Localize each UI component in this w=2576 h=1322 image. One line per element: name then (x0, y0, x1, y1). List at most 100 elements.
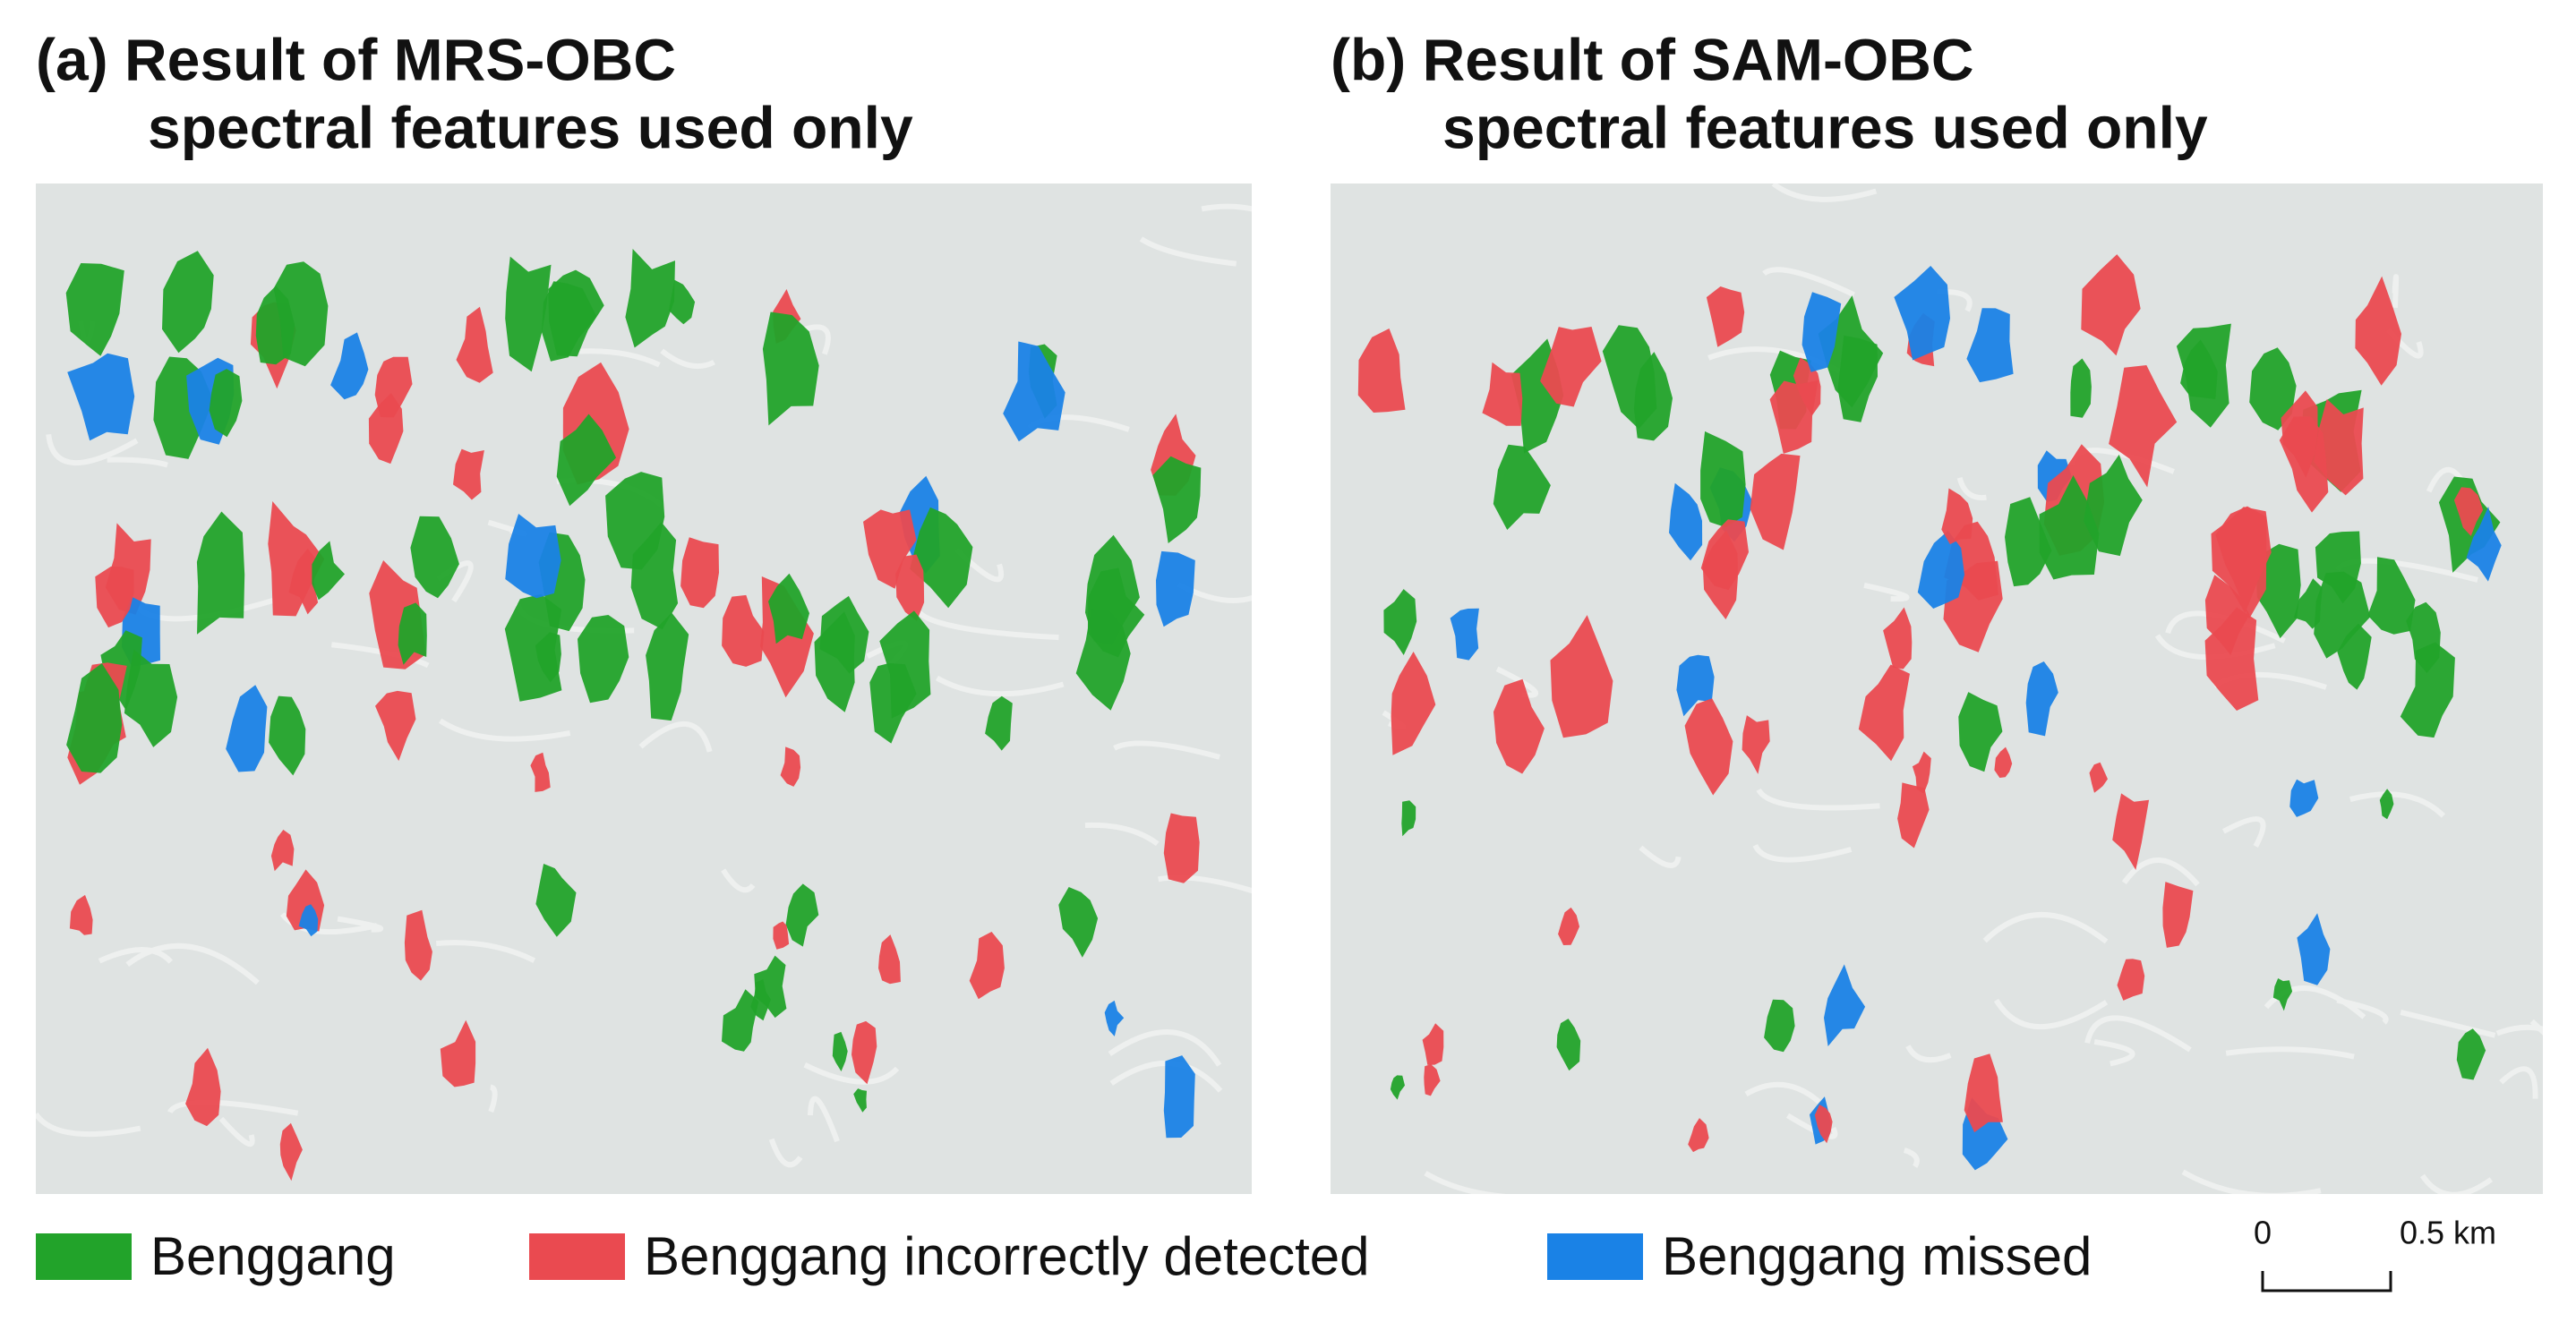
map-region (2070, 358, 2092, 418)
legend-swatch (1547, 1233, 1643, 1280)
map-region (505, 514, 561, 599)
map-region (2162, 882, 2194, 948)
terrain-line (337, 916, 384, 933)
map-region (226, 685, 268, 772)
terrain-line (36, 1112, 141, 1138)
scale-label: 0.5 km (2400, 1215, 2496, 1251)
map-region (2255, 543, 2301, 639)
map-region (1700, 431, 1746, 528)
map-region (2180, 339, 2218, 399)
terrain-line (1956, 476, 1987, 501)
map-region (1824, 964, 1866, 1046)
map-region (2005, 497, 2052, 587)
map-region (368, 393, 404, 465)
map-region (1163, 1055, 1195, 1139)
terrain-line (578, 348, 661, 368)
map-region (312, 541, 345, 601)
legend-label: Benggang missed (1662, 1226, 2092, 1286)
map-region (1801, 292, 1842, 372)
map-region (1700, 519, 1749, 591)
map-region (2297, 913, 2331, 985)
terrain-line (2499, 1066, 2538, 1099)
map-region (404, 909, 432, 981)
map-region (67, 353, 135, 441)
terrain-line (46, 433, 139, 466)
terrain-line (1905, 1045, 1952, 1063)
map-region (375, 690, 416, 762)
map-region (410, 516, 459, 599)
terrain-line (2392, 274, 2400, 309)
map-region (95, 566, 134, 628)
terrain-line (2420, 1173, 2494, 1194)
terrain-line (1762, 267, 1855, 297)
scale-label: 0 (2254, 1215, 2272, 1251)
map-region (196, 511, 245, 635)
map-region (2204, 575, 2250, 655)
map-region (1706, 286, 1745, 347)
terrain-line (803, 1062, 900, 1085)
terrain-line (98, 947, 174, 964)
map-region (1450, 608, 1479, 661)
map-region (1917, 530, 1964, 609)
terrain-line (1752, 843, 1853, 863)
map-region (2089, 762, 2108, 793)
map-region (1163, 813, 1200, 883)
map-region (1390, 1075, 1405, 1100)
terrain-line (915, 609, 1059, 641)
terrain-line (435, 940, 536, 963)
map-region (2281, 390, 2318, 478)
map-region (1152, 456, 1202, 543)
map-region (535, 864, 577, 937)
map-region (1058, 887, 1099, 958)
terrain-line (2084, 1015, 2192, 1053)
map-region (2400, 642, 2455, 738)
map-region (124, 649, 178, 747)
map-region (852, 1020, 877, 1085)
scale-bar: 0 0.5 km (2254, 1215, 2496, 1292)
terrain-line (1108, 1029, 1222, 1067)
map-region (878, 934, 901, 985)
terrain-line (807, 1096, 840, 1143)
terrain-line (721, 868, 756, 893)
map-region (542, 281, 597, 362)
map-region (2081, 254, 2141, 356)
terrain-line (2221, 816, 2266, 848)
map-region (269, 695, 306, 776)
map-region (853, 1088, 867, 1113)
map-region (1104, 1000, 1125, 1036)
map-region (1383, 589, 1417, 655)
map-region (1966, 308, 2014, 383)
map-region (832, 1031, 848, 1071)
map-region (1401, 800, 1416, 837)
map-region (1422, 1023, 1444, 1065)
map-region (505, 256, 552, 372)
terrain-line (1639, 845, 1682, 868)
map-region (1357, 328, 1406, 413)
map-region (2112, 793, 2150, 870)
map-region (1556, 1019, 1581, 1071)
map-region (680, 537, 719, 609)
map-region (69, 894, 93, 935)
terrain-line (768, 1138, 803, 1168)
terrain-line (1084, 822, 1160, 847)
map-region (2289, 779, 2319, 817)
map-region (2314, 571, 2371, 659)
map-region (2272, 978, 2293, 1011)
map-region (1769, 380, 1819, 454)
map-region (456, 306, 493, 383)
map-region (1858, 664, 1910, 762)
map-region (819, 595, 869, 674)
map-region (762, 311, 819, 426)
map-region (185, 1047, 221, 1127)
map-region (1424, 1064, 1441, 1096)
map-region (2039, 475, 2100, 580)
map-region (398, 602, 427, 665)
map-region (1958, 692, 2003, 772)
map-region (440, 1019, 476, 1087)
terrain-line (803, 324, 831, 355)
map-region (162, 251, 214, 354)
legend-label: Benggang (150, 1226, 396, 1286)
map-region (863, 509, 917, 589)
map-region (1750, 453, 1801, 550)
